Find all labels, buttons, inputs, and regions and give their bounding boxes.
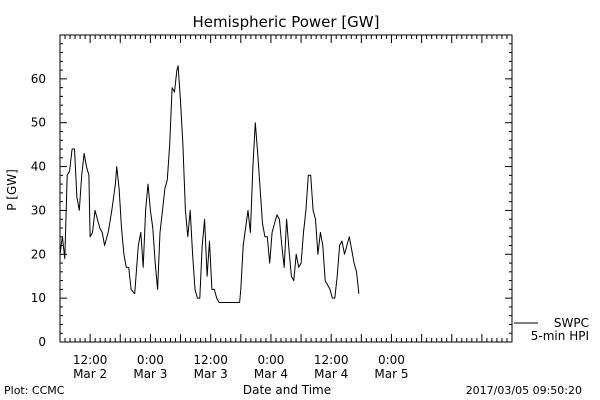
y-tick-label: 50 [31,116,46,130]
x-tick-time: 12:00 [73,353,108,367]
x-tick-time: 12:00 [193,353,228,367]
y-tick-label: 40 [31,160,46,174]
y-axis: 0 10 20 30 40 50 60 [31,34,512,349]
y-tick-label: 10 [31,291,46,305]
legend-label-hpi: 5-min HPI [531,329,589,343]
y-tick-label: 30 [31,203,46,217]
x-tick-date: Mar 4 [254,367,288,381]
plot-frame [59,34,513,343]
series-line-swpc [59,65,360,303]
x-tick-date: Mar 5 [374,367,408,381]
x-tick-date: Mar 4 [314,367,348,381]
y-tick-label: 60 [31,72,46,86]
data-series [59,65,360,303]
y-axis-label: P [GW] [5,169,19,211]
y-tick-label: 20 [31,247,46,261]
x-axis-label: Date and Time [243,383,331,397]
x-tick-date: Mar 2 [73,367,107,381]
x-tick-time: 12:00 [314,353,349,367]
x-tick-date: Mar 3 [194,367,228,381]
x-tick-time: 0:00 [257,353,284,367]
legend-label-swpc: SWPC [554,316,589,330]
x-tick-time: 0:00 [378,353,405,367]
x-tick-time: 0:00 [137,353,164,367]
chart-title: Hemispheric Power [GW] [193,13,380,31]
x-tick-date: Mar 3 [133,367,167,381]
plot-credit: Plot: CCMC [4,384,65,397]
y-tick-label: 0 [38,335,46,349]
plot-timestamp: 2017/03/05 09:50:20 [466,384,582,397]
